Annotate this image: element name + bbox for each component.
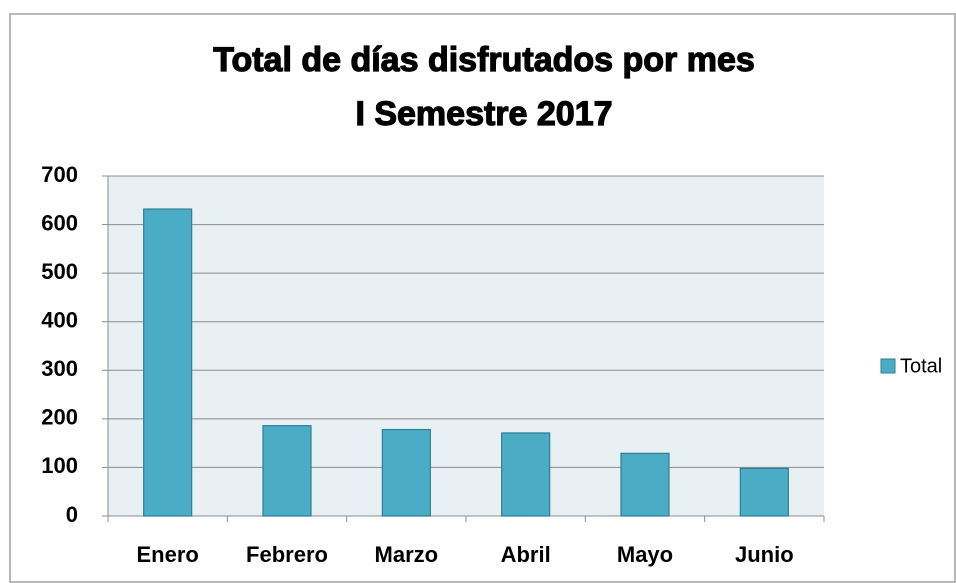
- y-tick-label: 200: [41, 405, 78, 430]
- y-tick-label: 0: [66, 502, 78, 527]
- y-tick-label: 600: [41, 210, 78, 235]
- y-tick-label: 700: [41, 162, 78, 187]
- legend-label: Total: [900, 355, 942, 377]
- x-tick-label: Abril: [501, 542, 551, 567]
- chart-subtitle: I Semestre 2017: [355, 95, 612, 133]
- x-tick-label: Mayo: [617, 542, 673, 567]
- plot-area: [108, 176, 824, 516]
- bar: [262, 425, 312, 517]
- y-tick-label: 400: [41, 308, 78, 333]
- bar: [620, 452, 670, 517]
- x-tick-label: Junio: [735, 542, 794, 567]
- legend-swatch: [880, 358, 896, 374]
- bar: [381, 428, 431, 517]
- x-tick-label: Enero: [136, 542, 198, 567]
- x-tick-label: Marzo: [375, 542, 439, 567]
- bar: [739, 467, 789, 517]
- y-tick-label: 300: [41, 356, 78, 381]
- bar: [501, 432, 551, 517]
- chart-title: Total de días disfrutados por mes: [213, 41, 755, 79]
- y-tick-label: 100: [41, 453, 78, 478]
- bar: [143, 208, 193, 517]
- x-tick-label: Febrero: [246, 542, 328, 567]
- y-tick-label: 500: [41, 259, 78, 284]
